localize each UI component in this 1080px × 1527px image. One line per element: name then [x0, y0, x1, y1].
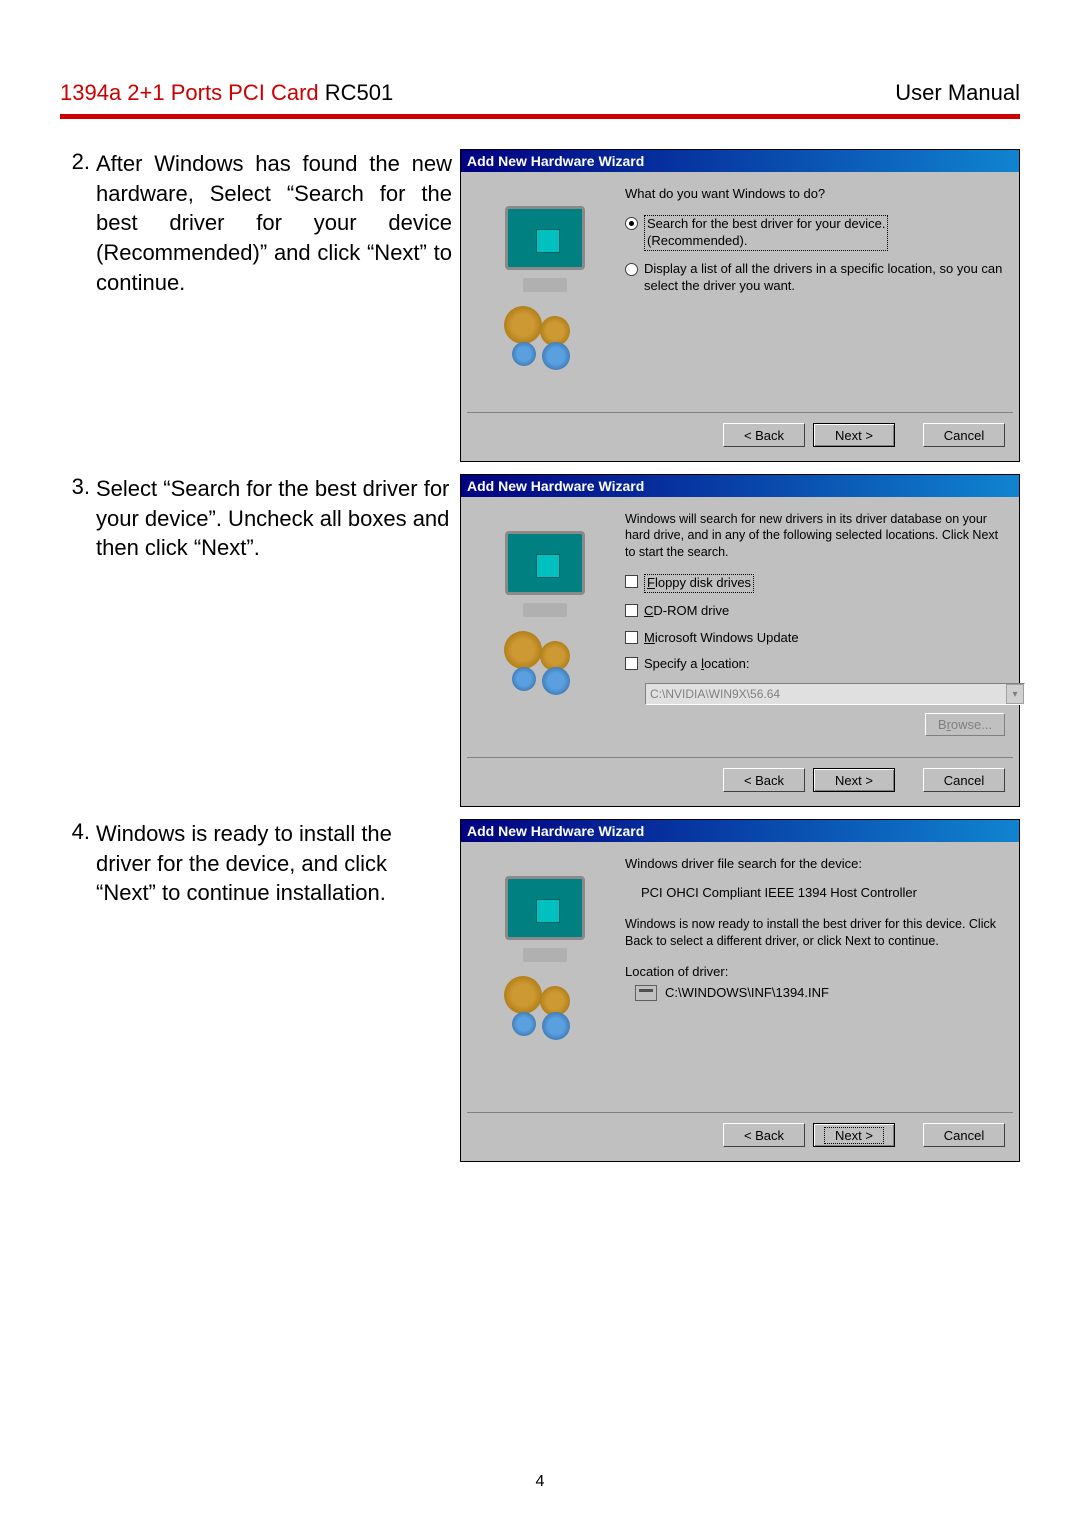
w2-path: C:\NVIDIA\WIN9X\56.64 [650, 687, 780, 701]
wizard-2-check-4[interactable]: Specify a location: [625, 656, 1005, 673]
next-button[interactable]: Next > [813, 423, 895, 447]
checkbox-icon[interactable] [625, 575, 638, 588]
checkbox-icon[interactable] [625, 631, 638, 644]
location-path-input: C:\NVIDIA\WIN9X\56.64 ▾ [645, 683, 1025, 705]
w2-chk2-rest: D-ROM drive [653, 603, 729, 618]
w3-line2: Windows is now ready to install the best… [625, 916, 1005, 950]
wizard-1-titlebar: Add New Hardware Wizard [461, 150, 1019, 172]
back-button[interactable]: < Back [723, 1123, 805, 1147]
radio-checked-icon[interactable] [625, 217, 638, 230]
wizard-2-check-3[interactable]: Microsoft Windows Update [625, 630, 1005, 647]
w2-chk4-rest: ocation: [704, 656, 750, 671]
step-2-num: 2. [60, 149, 96, 175]
step-4-text: Windows is ready to install the driver f… [96, 819, 460, 908]
cancel-button[interactable]: Cancel [923, 423, 1005, 447]
wizard-2-footer: < Back Next > Cancel [461, 758, 1019, 806]
dropdown-icon: ▾ [1006, 684, 1024, 704]
wizard-2-check-1[interactable]: Floppy disk drives [625, 574, 1005, 593]
wizard-2-content: Windows will search for new drivers in i… [615, 511, 1005, 747]
cancel-button[interactable]: Cancel [923, 768, 1005, 792]
page-header: 1394a 2+1 Ports PCI Card RC501 User Manu… [60, 80, 1020, 106]
monitor-icon [505, 531, 585, 595]
product-model: RC501 [319, 80, 394, 105]
step-3-num: 3. [60, 474, 96, 500]
step-2-text: After Windows has found the new hardware… [96, 149, 460, 297]
cancel-button[interactable]: Cancel [923, 1123, 1005, 1147]
w2-chk3-rest: icrosoft Windows Update [655, 630, 799, 645]
step-3-row: 3. Select “Search for the best driver fo… [60, 474, 1020, 807]
step-4-num: 4. [60, 819, 96, 845]
wizard-2-graphic [475, 511, 615, 747]
product-red: 1394a 2+1 Ports PCI Card [60, 80, 319, 105]
back-button[interactable]: < Back [723, 423, 805, 447]
wizard-2-body: Windows will search for new drivers in i… [461, 497, 1019, 757]
browse-button: Browse... [925, 713, 1005, 736]
wizard-3-body: Windows driver file search for the devic… [461, 842, 1019, 1112]
wizard-2-titlebar: Add New Hardware Wizard [461, 475, 1019, 497]
wizard-3: Add New Hardware Wizard Windows driver f… [460, 819, 1020, 1162]
w3-loc-path: C:\WINDOWS\INF\1394.INF [665, 985, 829, 1000]
wizard-1-question: What do you want Windows to do? [625, 186, 1005, 201]
wizard-3-footer: < Back Next > Cancel [461, 1113, 1019, 1161]
gears-icon [500, 627, 590, 697]
checkbox-icon[interactable] [625, 657, 638, 670]
wizard-1: Add New Hardware Wizard What do you want… [460, 149, 1020, 462]
wizard-3-titlebar: Add New Hardware Wizard [461, 820, 1019, 842]
next-button[interactable]: Next > [813, 768, 895, 792]
wizard-3-content: Windows driver file search for the devic… [615, 856, 1005, 1102]
w1-opt1b: (Recommended). [647, 233, 747, 248]
w1-opt1a: Search for the best driver for your devi… [647, 216, 885, 231]
wizard-1-option-1-label: Search for the best driver for your devi… [644, 215, 888, 251]
wizard-1-graphic [475, 186, 615, 402]
wizard-3-graphic [475, 856, 615, 1102]
monitor-icon [505, 876, 585, 940]
wizard-1-option-2[interactable]: Display a list of all the drivers in a s… [625, 261, 1005, 295]
w3-loc-row: C:\WINDOWS\INF\1394.INF [635, 985, 1005, 1001]
back-button[interactable]: < Back [723, 768, 805, 792]
w3-loc-label: Location of driver: [625, 964, 1005, 979]
wizard-1-body: What do you want Windows to do? Search f… [461, 172, 1019, 412]
wizard-1-option-1[interactable]: Search for the best driver for your devi… [625, 215, 1005, 251]
wizard-2: Add New Hardware Wizard Windows will sea… [460, 474, 1020, 807]
step-4-row: 4. Windows is ready to install the drive… [60, 819, 1020, 1162]
header-divider [60, 114, 1020, 119]
step-2-row: 2. After Windows has found the new hardw… [60, 149, 1020, 462]
product-title: 1394a 2+1 Ports PCI Card RC501 [60, 80, 393, 106]
gears-icon [500, 302, 590, 372]
wizard-2-intro: Windows will search for new drivers in i… [625, 511, 1005, 560]
radio-unchecked-icon[interactable] [625, 263, 638, 276]
manual-label: User Manual [895, 80, 1020, 106]
wizard-2-check-2[interactable]: CD-ROM drive [625, 603, 1005, 620]
disk-icon [635, 985, 657, 1001]
monitor-base-icon [523, 278, 567, 292]
w3-device: PCI OHCI Compliant IEEE 1394 Host Contro… [641, 885, 1005, 900]
monitor-base-icon [523, 948, 567, 962]
step-3-text: Select “Search for the best driver for y… [96, 474, 460, 563]
checkbox-icon[interactable] [625, 604, 638, 617]
monitor-base-icon [523, 603, 567, 617]
w1-opt2: Display a list of all the drivers in a s… [644, 261, 1005, 295]
w2-chk1-rest: loppy disk drives [655, 575, 751, 590]
w3-line1: Windows driver file search for the devic… [625, 856, 1005, 871]
next-button[interactable]: Next > [813, 1123, 895, 1147]
wizard-1-content: What do you want Windows to do? Search f… [615, 186, 1005, 402]
page-number: 4 [0, 1473, 1080, 1491]
wizard-1-footer: < Back Next > Cancel [461, 413, 1019, 461]
gears-icon [500, 972, 590, 1042]
monitor-icon [505, 206, 585, 270]
